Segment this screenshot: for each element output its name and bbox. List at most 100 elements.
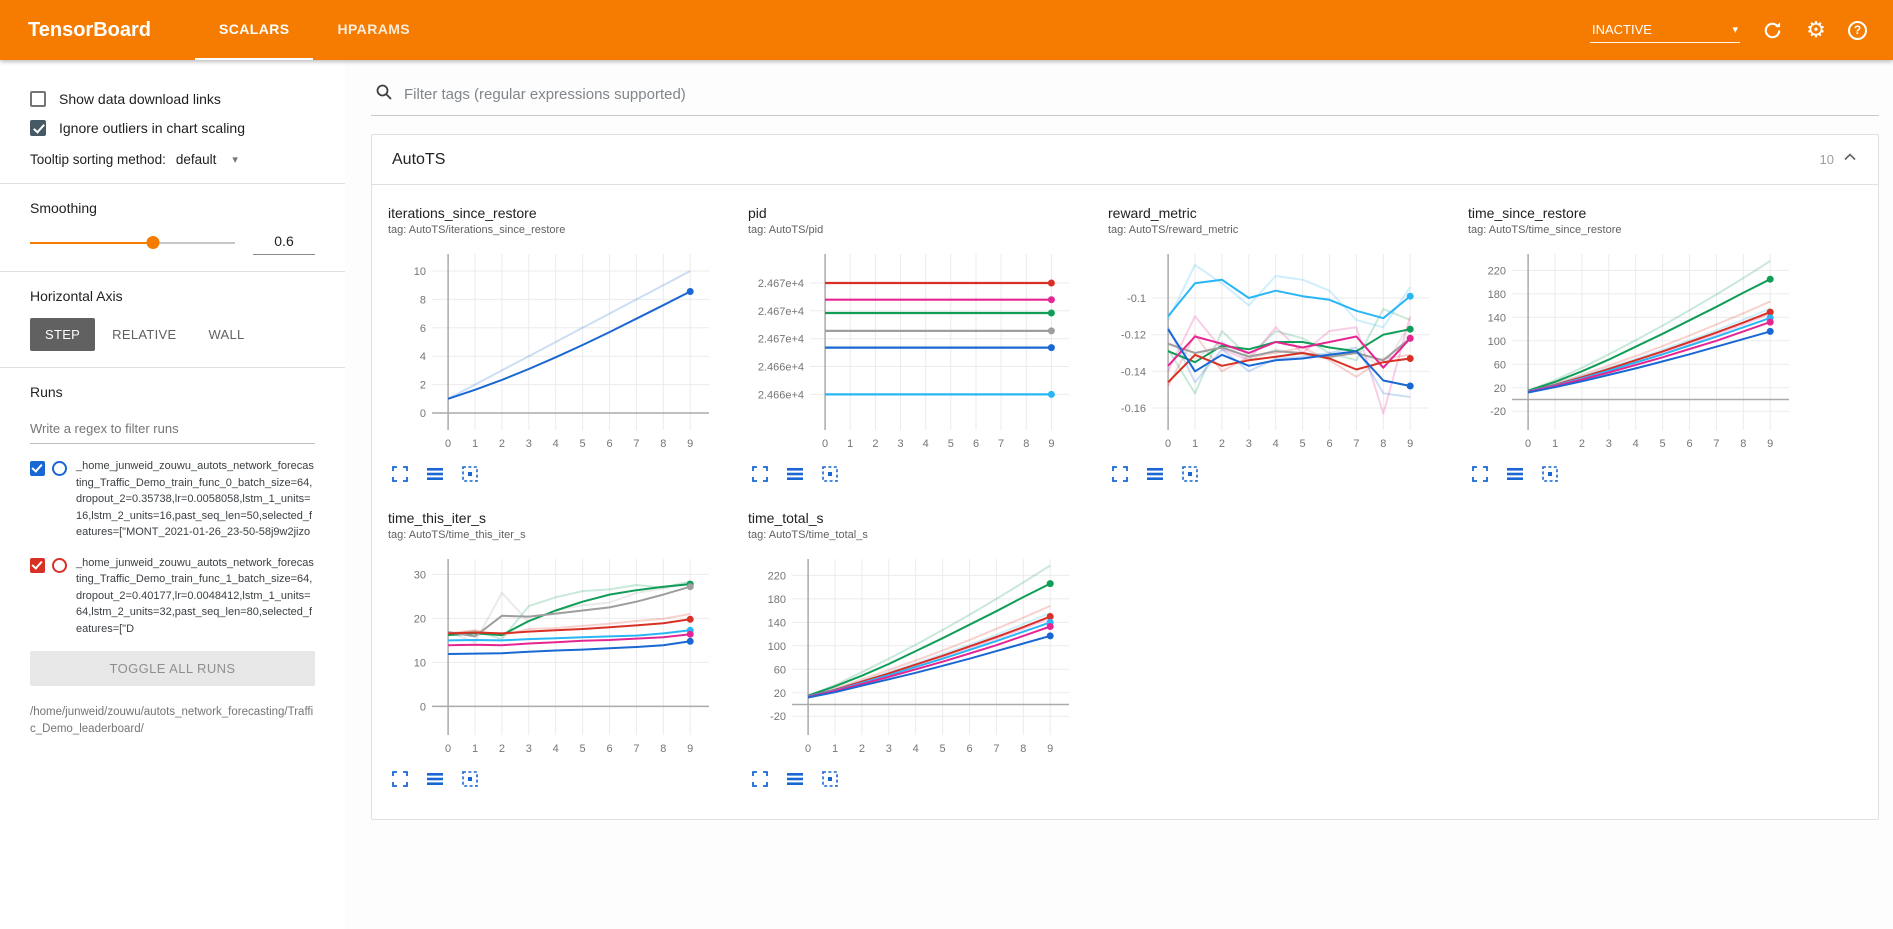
fit-domain-icon[interactable] — [1540, 464, 1560, 484]
run-radio[interactable] — [52, 557, 67, 573]
svg-text:4: 4 — [913, 743, 919, 755]
svg-text:6: 6 — [966, 743, 972, 755]
run-radio[interactable] — [52, 461, 67, 476]
tab-hparams[interactable]: HPARAMS — [337, 21, 411, 37]
svg-text:5: 5 — [580, 438, 586, 450]
data-table-icon[interactable] — [785, 464, 805, 484]
svg-text:10: 10 — [414, 657, 426, 669]
fit-domain-icon[interactable] — [1180, 464, 1200, 484]
card-title: AutoTS — [392, 150, 446, 168]
svg-text:20: 20 — [774, 688, 786, 700]
svg-text:140: 140 — [768, 617, 786, 629]
data-table-icon[interactable] — [1145, 464, 1165, 484]
smoothing-label: Smoothing — [30, 200, 97, 216]
fit-domain-icon[interactable] — [820, 464, 840, 484]
chevron-up-icon — [1842, 149, 1858, 170]
ignore-outliers-row: Ignore outliers in chart scaling — [30, 120, 315, 136]
chart-tag: tag: AutoTS/reward_metric — [1108, 224, 1239, 236]
axis-relative-button[interactable]: RELATIVE — [112, 327, 177, 342]
slider-thumb[interactable] — [146, 235, 160, 249]
smoothing-value-field[interactable]: 0.6 — [253, 230, 315, 255]
chevron-down-icon: ▾ — [232, 154, 238, 166]
slider-fill — [30, 241, 153, 244]
help-icon[interactable]: ? — [1848, 20, 1867, 40]
svg-text:-0.14: -0.14 — [1121, 366, 1146, 378]
smoothing-slider[interactable] — [30, 235, 235, 249]
svg-text:30: 30 — [414, 569, 426, 581]
runs-label: Runs — [30, 384, 63, 400]
svg-text:-0.12: -0.12 — [1121, 330, 1146, 342]
svg-text:60: 60 — [1494, 359, 1506, 371]
run-checkbox[interactable] — [30, 557, 45, 573]
expand-chart-icon[interactable] — [750, 769, 770, 789]
svg-text:100: 100 — [1488, 336, 1506, 348]
runs-logdir-path: /home/junweid/zouwu/autots_network_forec… — [30, 706, 314, 736]
chart-canvas[interactable]: 0 1 2 3 4 5 6 7 8 9 -20 20 60 100 140 180 220 — [748, 549, 1090, 761]
expand-chart-icon[interactable] — [1110, 464, 1130, 484]
settings-sidebar: Show data download links Ignore outliers… — [0, 60, 345, 929]
tag-filter-input[interactable] — [404, 86, 1875, 103]
run-name: _home_junweid_zouwu_autots_network_forec… — [76, 460, 314, 538]
fit-domain-icon[interactable] — [460, 464, 480, 484]
svg-text:0: 0 — [1525, 438, 1531, 450]
header-actions: INACTIVE ▾ ⚙ ? — [1590, 17, 1893, 43]
chart-canvas[interactable]: 0 1 2 3 4 5 6 7 8 9 -20 20 60 100 140 180 220 — [1468, 244, 1810, 456]
svg-text:2.466e+4: 2.466e+4 — [758, 362, 804, 374]
svg-text:9: 9 — [687, 743, 693, 755]
axis-step-button[interactable]: STEP — [30, 318, 96, 351]
chart-pid: pid tag: AutoTS/pid 0 1 2 3 4 5 6 7 8 9 2.467e+4 2.… — [748, 205, 1090, 484]
refresh-icon[interactable] — [1760, 18, 1784, 42]
svg-text:5: 5 — [1300, 438, 1306, 450]
card-collapse-control[interactable]: 10 — [1820, 149, 1858, 170]
chart-canvas[interactable]: 0 1 2 3 4 5 6 7 8 9 2.467e+4 2.467e+4 2.467e+4 2.466e… — [748, 244, 1090, 456]
data-table-icon[interactable] — [785, 769, 805, 789]
svg-text:4: 4 — [1633, 438, 1639, 450]
chart-title: iterations_since_restore — [388, 205, 537, 221]
toggle-all-runs-button[interactable]: TOGGLE ALL RUNS — [30, 651, 315, 686]
fit-domain-icon[interactable] — [460, 769, 480, 789]
tooltip-sort-dropdown[interactable]: default ▾ — [176, 152, 238, 167]
svg-text:2.467e+4: 2.467e+4 — [758, 278, 804, 290]
fit-domain-icon[interactable] — [820, 769, 840, 789]
settings-gear-icon[interactable]: ⚙ — [1806, 17, 1826, 42]
chart-title: reward_metric — [1108, 205, 1197, 221]
svg-text:2.467e+4: 2.467e+4 — [758, 306, 804, 318]
svg-text:6: 6 — [1686, 438, 1692, 450]
expand-chart-icon[interactable] — [390, 464, 410, 484]
chart-canvas[interactable]: 0 1 2 3 4 5 6 7 8 9 0 10 20 30 — [388, 549, 730, 761]
svg-text:2: 2 — [1219, 438, 1225, 450]
svg-text:8: 8 — [660, 743, 666, 755]
chart-tag: tag: AutoTS/iterations_since_restore — [388, 224, 566, 236]
svg-text:1: 1 — [472, 743, 478, 755]
runs-filter-input[interactable] — [30, 414, 315, 444]
axis-wall-button[interactable]: WALL — [208, 327, 245, 342]
run-checkbox[interactable] — [30, 461, 45, 476]
svg-text:8: 8 — [1023, 438, 1029, 450]
svg-text:1: 1 — [832, 743, 838, 755]
data-table-icon[interactable] — [1505, 464, 1525, 484]
svg-text:9: 9 — [1047, 743, 1053, 755]
data-table-icon[interactable] — [425, 464, 445, 484]
status-dropdown[interactable]: INACTIVE ▾ — [1590, 17, 1740, 43]
chart-canvas[interactable]: 0 1 2 3 4 5 6 7 8 9 0 2 4 6 8 10 — [388, 244, 730, 456]
tab-scalars[interactable]: SCALARS — [194, 0, 314, 60]
ignore-outliers-checkbox[interactable] — [30, 120, 46, 136]
nav-tabs: SCALARS HPARAMS — [194, 0, 434, 60]
svg-text:9: 9 — [1048, 438, 1054, 450]
expand-chart-icon[interactable] — [390, 769, 410, 789]
svg-text:2: 2 — [499, 743, 505, 755]
divider — [0, 183, 345, 184]
svg-text:9: 9 — [1767, 438, 1773, 450]
svg-text:220: 220 — [768, 570, 786, 582]
svg-text:8: 8 — [420, 294, 426, 306]
svg-text:20: 20 — [414, 613, 426, 625]
card-header[interactable]: AutoTS 10 — [372, 135, 1878, 185]
svg-text:1: 1 — [1552, 438, 1558, 450]
svg-text:7: 7 — [633, 743, 639, 755]
tooltip-sort-value: default — [175, 152, 217, 167]
chart-canvas[interactable]: 0 1 2 3 4 5 6 7 8 9 -0.1 -0.12 -0.14 -0.16 — [1108, 244, 1450, 456]
data-table-icon[interactable] — [425, 769, 445, 789]
expand-chart-icon[interactable] — [750, 464, 770, 484]
show-download-links-checkbox[interactable] — [30, 91, 46, 107]
expand-chart-icon[interactable] — [1470, 464, 1490, 484]
